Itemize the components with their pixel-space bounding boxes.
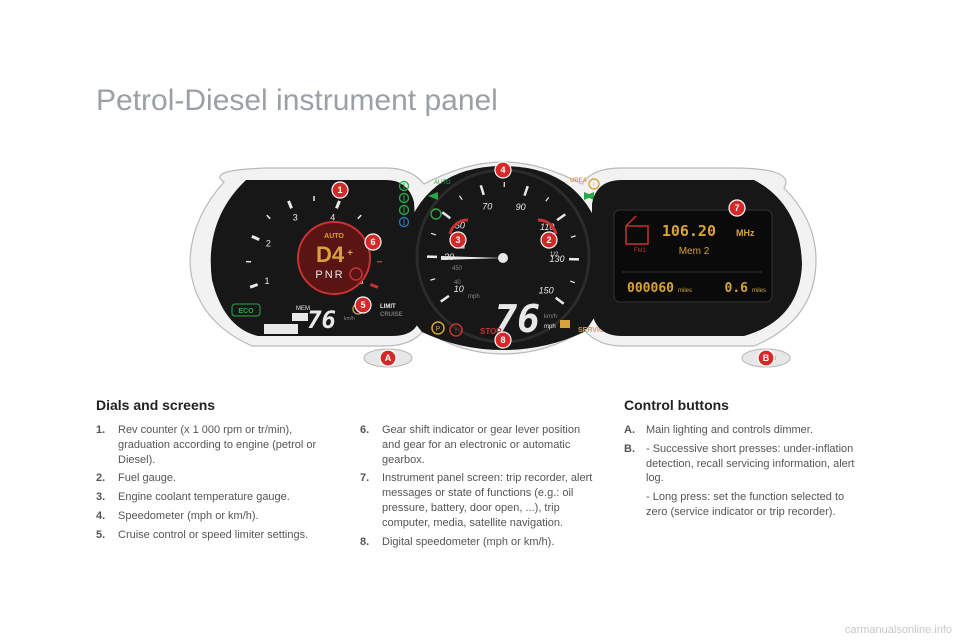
label-2: 2. [96, 471, 118, 486]
svg-text:90: 90 [516, 202, 526, 212]
watermark: carmanualsonline.info [845, 624, 952, 636]
heading-dials: Dials and screens [96, 396, 336, 415]
label-5: 5. [96, 528, 118, 543]
svg-text:B: B [763, 353, 770, 363]
label-7: 7. [360, 471, 382, 530]
col-dials-continued: . 6.Gear shift indicator or gear lever p… [360, 396, 600, 554]
svg-text:+: + [347, 248, 353, 259]
instrument-panel-figure: 000123456AUTOD4+PNRECOMEM76km/hLIMITCRUI… [136, 160, 824, 370]
svg-text:FM1: FM1 [634, 248, 647, 254]
svg-text:150: 150 [539, 285, 554, 295]
svg-text:450: 450 [452, 266, 463, 272]
svg-text:3: 3 [455, 235, 460, 245]
svg-text:1/2: 1/2 [550, 252, 559, 258]
svg-text:2: 2 [546, 235, 551, 245]
text-7: Instrument panel screen: trip recorder, … [382, 471, 600, 530]
text-3: Engine coolant temperature gauge. [118, 490, 336, 505]
svg-text:4: 4 [500, 165, 505, 175]
svg-text:miles: miles [752, 288, 766, 294]
text-8: Digital speedometer (mph or km/h). [382, 535, 600, 550]
svg-text:km/h: km/h [344, 316, 355, 322]
svg-text:km/h: km/h [544, 314, 557, 320]
text-B1: - Successive short presses: under-inflat… [646, 442, 864, 487]
svg-text:!: ! [455, 328, 457, 335]
svg-text:6: 6 [370, 237, 375, 247]
label-1: 1. [96, 423, 118, 468]
svg-text:UREA: UREA [570, 178, 588, 184]
text-1: Rev counter (x 1 000 rpm or tr/min), gra… [118, 423, 336, 468]
description-columns: Dials and screens 1.Rev counter (x 1 000… [96, 396, 864, 554]
svg-text:AUTO: AUTO [324, 233, 344, 240]
svg-text:mph: mph [544, 324, 556, 330]
svg-text:0.6: 0.6 [725, 281, 749, 296]
page-title: Petrol-Diesel instrument panel [96, 84, 498, 118]
svg-text:1: 1 [265, 276, 270, 286]
svg-text:5: 5 [360, 300, 365, 310]
svg-text:mph: mph [468, 294, 480, 300]
label-A: A. [624, 423, 646, 438]
svg-text:AUTO: AUTO [434, 180, 451, 186]
svg-text:70: 70 [482, 201, 492, 211]
label-3: 3. [96, 490, 118, 505]
text-B2: - Long press: set the function selected … [646, 490, 864, 520]
label-B2 [624, 490, 646, 520]
svg-text:40: 40 [454, 280, 461, 286]
col-dials-and-screens: Dials and screens 1.Rev counter (x 1 000… [96, 396, 336, 554]
text-4: Speedometer (mph or km/h). [118, 509, 336, 524]
svg-text:Mem 2: Mem 2 [679, 246, 710, 257]
label-8: 8. [360, 535, 382, 550]
text-6: Gear shift indicator or gear lever posit… [382, 423, 600, 468]
label-6: 6. [360, 423, 382, 468]
svg-text:miles: miles [678, 288, 692, 294]
text-A: Main lighting and controls dimmer. [646, 423, 864, 438]
svg-text:76: 76 [307, 306, 336, 334]
col-control-buttons: Control buttons A.Main lighting and cont… [624, 396, 864, 554]
svg-text:MHz: MHz [736, 228, 755, 238]
text-5: Cruise control or speed limiter settings… [118, 528, 336, 543]
label-4: 4. [96, 509, 118, 524]
svg-text:3: 3 [293, 213, 298, 223]
svg-text:CRUISE: CRUISE [380, 312, 403, 318]
text-2: Fuel gauge. [118, 471, 336, 486]
svg-text:106.20: 106.20 [662, 222, 716, 240]
svg-text:2: 2 [266, 239, 271, 249]
svg-text:7: 7 [734, 203, 739, 213]
svg-text:1: 1 [337, 185, 342, 195]
svg-text:LIMIT: LIMIT [380, 304, 396, 310]
svg-text:000060: 000060 [627, 281, 674, 296]
svg-text:8: 8 [500, 335, 505, 345]
label-B: B. [624, 442, 646, 487]
heading-controls: Control buttons [624, 396, 864, 415]
svg-text:ECO: ECO [238, 308, 254, 315]
svg-text:PNR: PNR [315, 269, 344, 281]
svg-text:P: P [436, 326, 441, 333]
svg-text:A: A [385, 353, 392, 363]
svg-text:D4: D4 [316, 242, 345, 267]
